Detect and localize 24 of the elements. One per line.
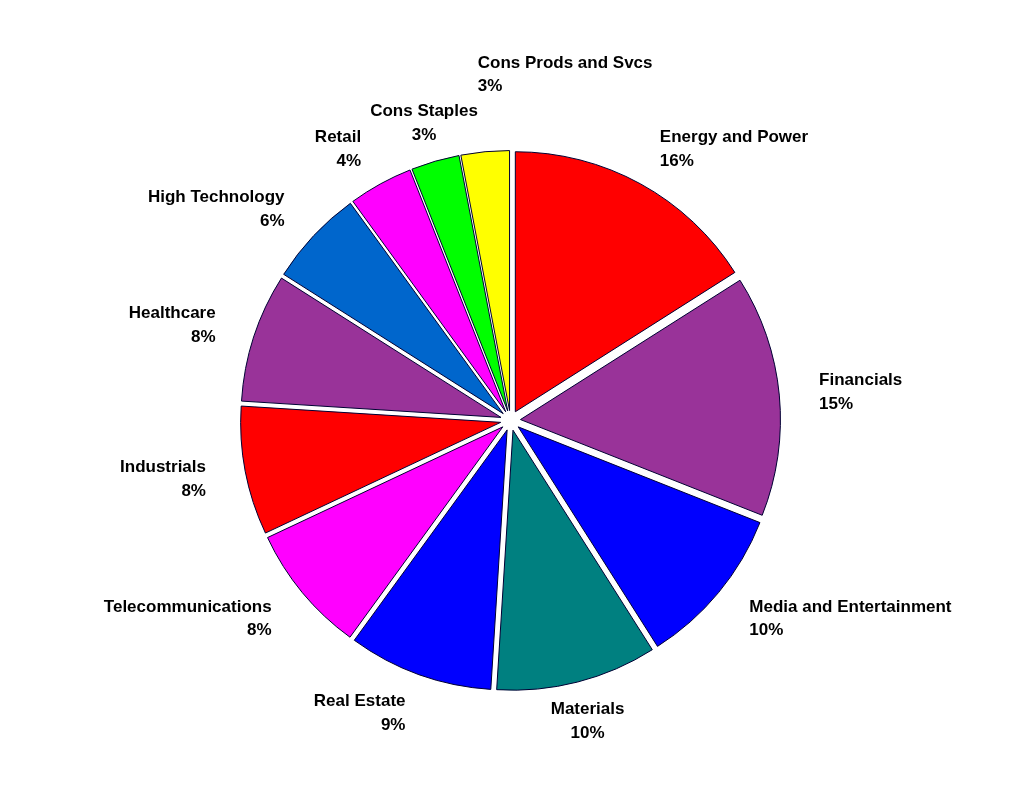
data-label: 8% [191,327,216,347]
slice-label: Cons Prods and Svcs [477,52,653,72]
data-label: 6% [259,210,285,230]
data-label: 9% [380,714,406,734]
slice-label: Healthcare [128,303,216,323]
slice-label: Energy and Power [659,127,809,147]
slice-label: Industrials [120,457,206,477]
slice-label: Financials [819,369,903,389]
slice-label: Cons Staples [370,101,478,121]
data-label: 10% [749,620,784,640]
data-label: 3% [477,76,503,96]
data-label: 10% [570,723,605,743]
data-label: 4% [336,151,362,171]
data-label: 3% [411,125,437,145]
slice-label: Real Estate [313,690,406,710]
slice-label: Telecommunications [103,596,272,616]
data-label: 8% [181,480,206,500]
slice-label: Materials [550,699,625,719]
slice-label: Media and Entertainment [749,596,952,616]
slice-label: Retail [314,127,362,147]
data-label: 15% [819,393,854,413]
slice-label: High Technology [147,186,286,206]
data-label: 8% [247,620,272,640]
data-label: 16% [659,151,694,171]
